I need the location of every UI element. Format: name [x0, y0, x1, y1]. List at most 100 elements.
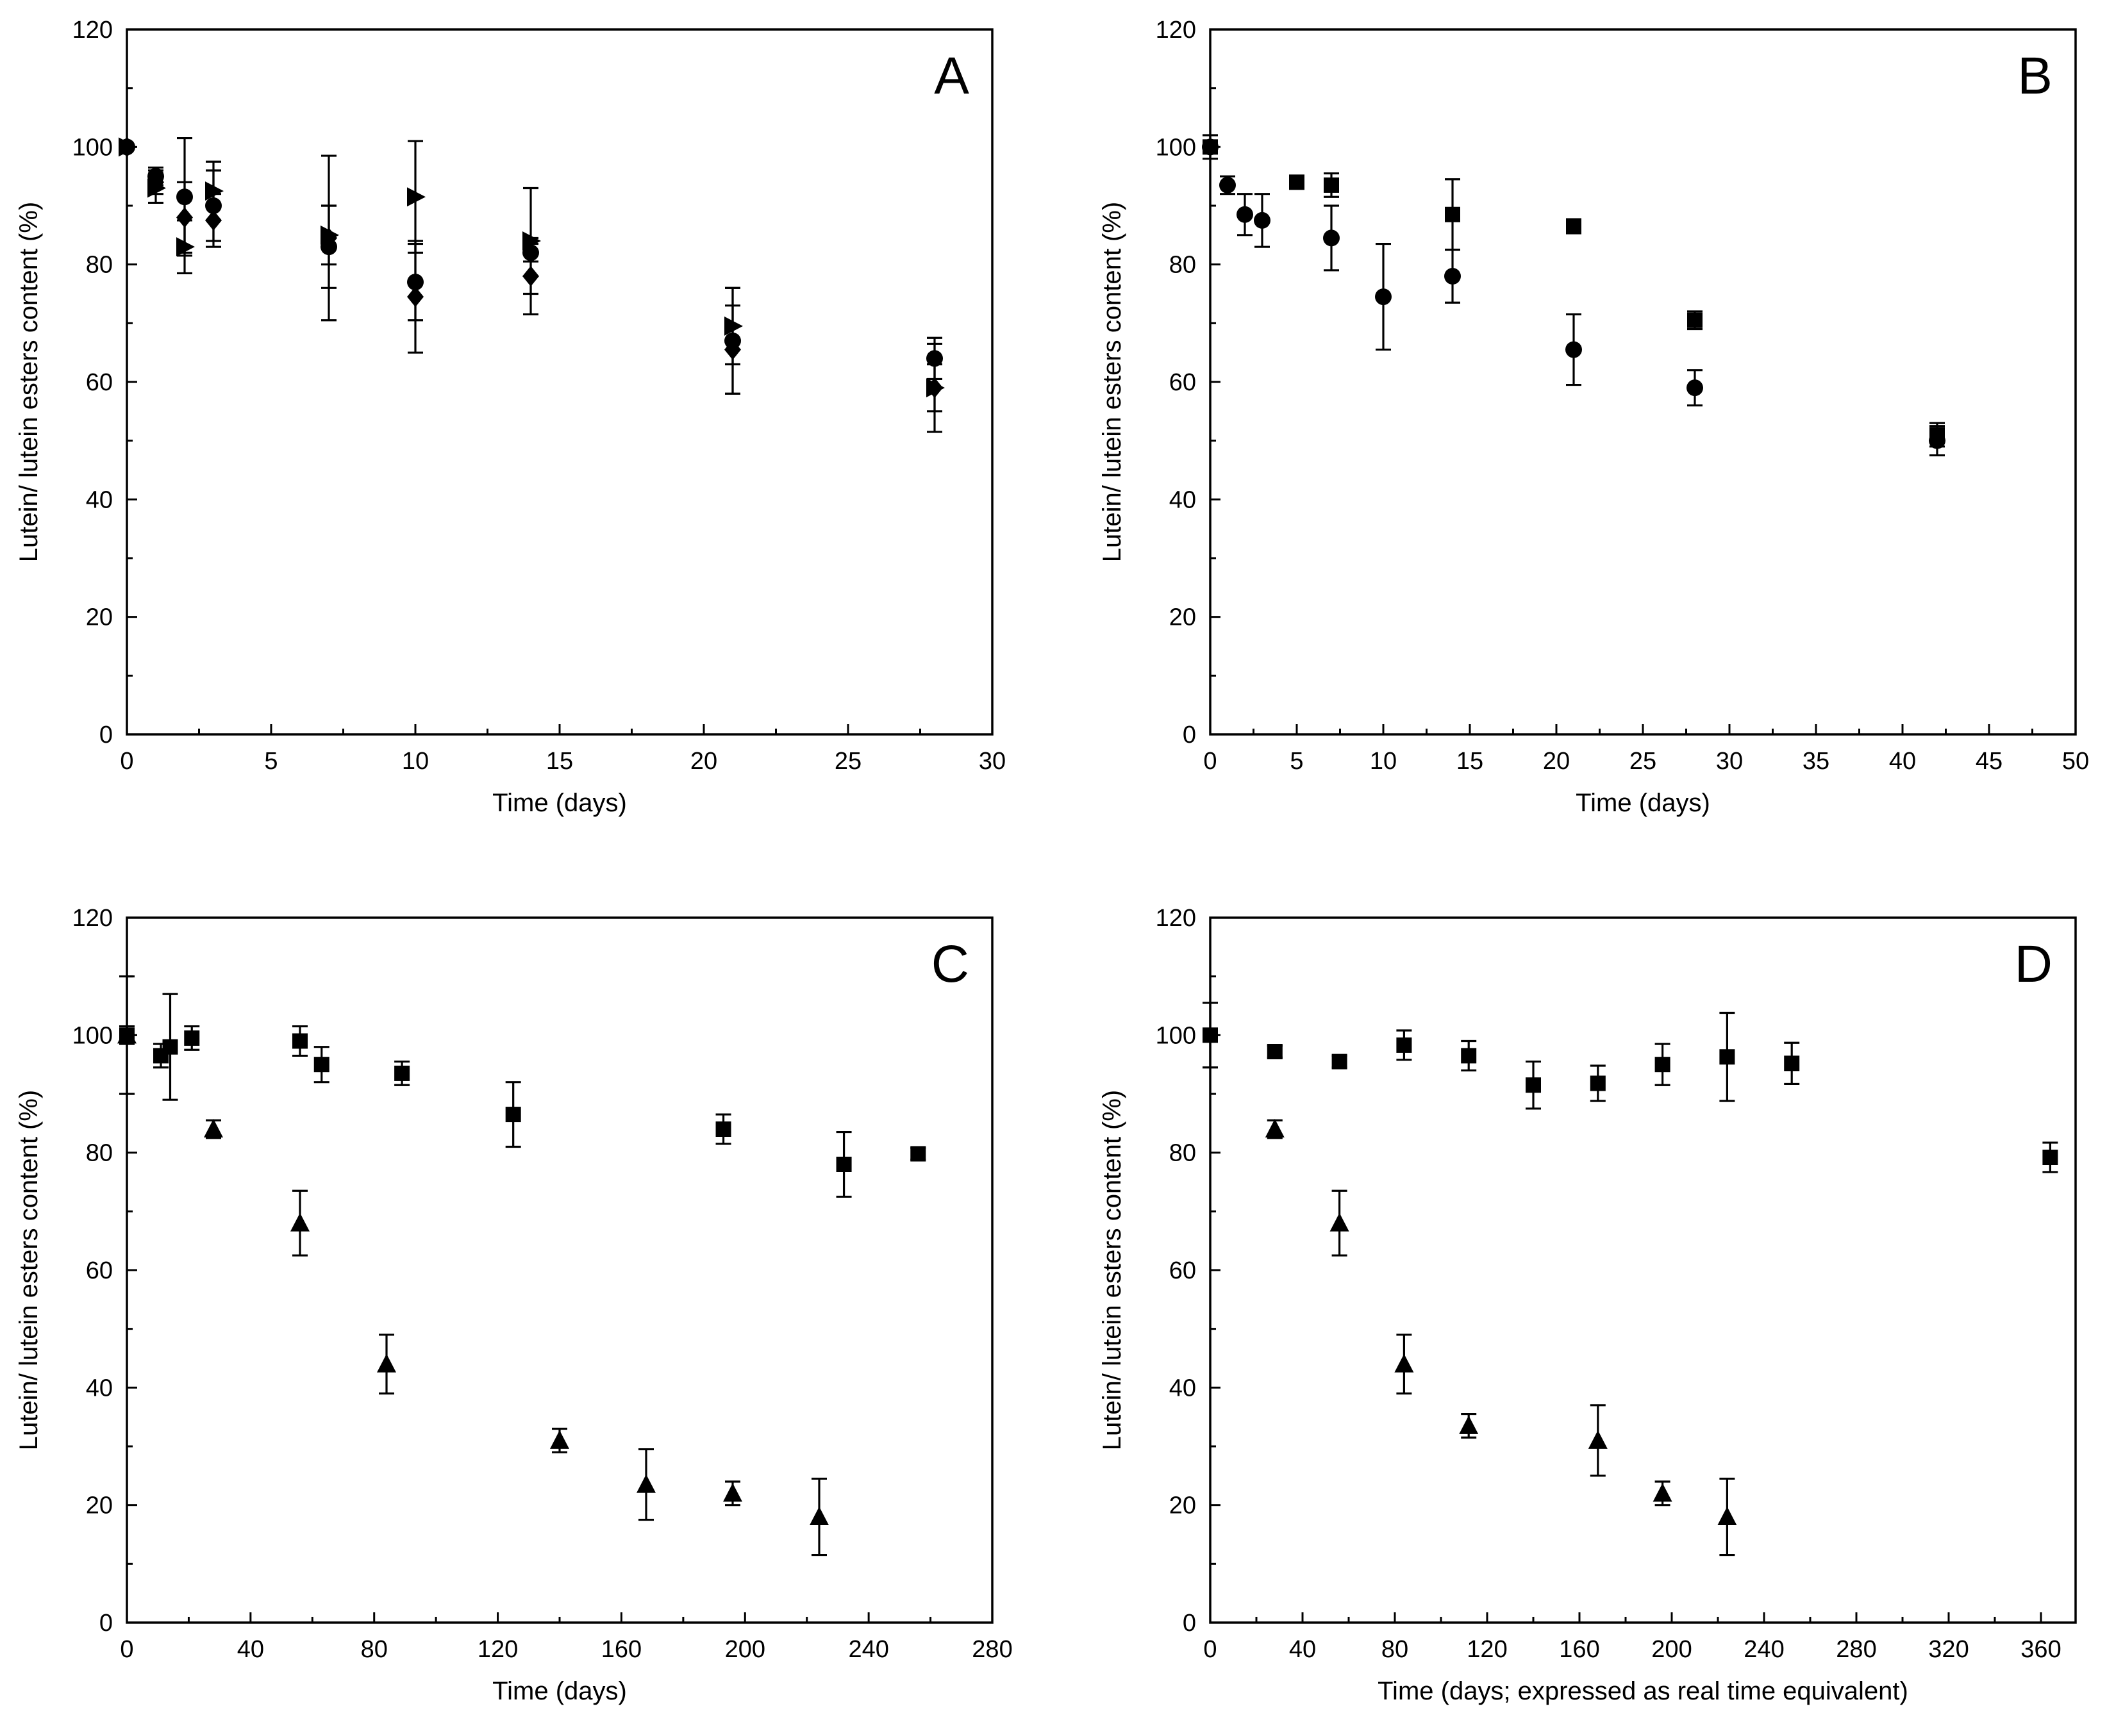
y-tick-label: 120: [1156, 17, 1196, 44]
data-point-square: [1396, 1037, 1412, 1053]
data-point-diamond: [724, 339, 741, 360]
x-tick-label: 160: [601, 1636, 642, 1663]
series-triangle: [117, 975, 829, 1557]
x-tick-label: 50: [2062, 748, 2089, 775]
data-point-right-triangle: [407, 187, 426, 207]
x-tick-label: 240: [848, 1636, 888, 1663]
data-point-square: [1324, 177, 1339, 193]
y-tick-label: 0: [99, 722, 113, 748]
x-tick-label: 120: [1467, 1636, 1507, 1663]
data-point-triangle: [723, 1483, 742, 1502]
data-point-circle: [1219, 176, 1236, 194]
panel-label: D: [2015, 935, 2053, 993]
x-tick-label: 280: [972, 1636, 1012, 1663]
series-triangle: [1265, 1119, 1737, 1557]
x-tick-label: 15: [546, 748, 573, 775]
x-tick-label: 25: [1629, 748, 1656, 775]
data-point-triangle: [550, 1430, 569, 1449]
y-axis-label: Lutein/ lutein esters content (%): [1098, 202, 1126, 563]
data-point-square: [1654, 1057, 1670, 1073]
data-point-triangle: [810, 1507, 829, 1525]
x-tick-label: 20: [1543, 748, 1570, 775]
panel-b: 0 5 10 15 20 25 30 35 40 45 50 0 20 40 60 80 100 120 B Ti…: [1098, 17, 2089, 817]
x-tick-label: 25: [835, 748, 862, 775]
data-point-diamond: [119, 136, 135, 158]
x-tick-label: 40: [237, 1636, 264, 1663]
data-point-square: [1784, 1055, 1800, 1071]
data-point-square: [292, 1033, 308, 1049]
data-point-triangle: [1588, 1430, 1608, 1449]
data-point-triangle: [377, 1353, 396, 1373]
marks-group: [117, 975, 926, 1557]
x-tick-label: 40: [1889, 748, 1916, 775]
panel-label: B: [2017, 47, 2053, 105]
x-axis-label: Time (days): [492, 789, 627, 817]
x-tick-label: 240: [1744, 1636, 1784, 1663]
x-tick-label: 30: [1716, 748, 1743, 775]
data-point-diamond: [176, 207, 193, 228]
tick-group: 0 40 80 120 160 200 240 280 320 360 0 20 40 60 80 100 12…: [1156, 905, 2061, 1663]
x-axis-label: Time (days): [1576, 789, 1710, 817]
y-tick-label: 40: [86, 1375, 113, 1401]
data-point-square: [1445, 206, 1460, 222]
y-tick-label: 20: [86, 1492, 113, 1519]
x-tick-label: 35: [1803, 748, 1829, 775]
y-tick-label: 120: [72, 905, 113, 932]
x-axis-label: Time (days): [492, 1677, 627, 1705]
x-tick-label: 20: [690, 748, 717, 775]
x-tick-label: 280: [1836, 1636, 1876, 1663]
data-point-square: [313, 1057, 329, 1073]
data-point-square: [1687, 312, 1703, 328]
y-tick-label: 100: [1156, 1022, 1196, 1049]
x-tick-label: 80: [1381, 1636, 1408, 1663]
data-point-diamond: [147, 172, 164, 193]
y-tick-label: 80: [86, 1140, 113, 1167]
y-tick-label: 40: [1169, 1375, 1196, 1401]
data-point-circle: [1444, 268, 1461, 285]
data-point-triangle: [1329, 1212, 1349, 1232]
series-square: [1203, 1002, 2058, 1173]
x-tick-label: 0: [120, 748, 133, 775]
data-point-right-triangle: [205, 181, 224, 201]
y-axis-label: Lutein/ lutein esters content (%): [15, 202, 43, 563]
data-point-circle: [1565, 341, 1582, 358]
data-point-diamond: [321, 227, 337, 249]
x-tick-label: 200: [1651, 1636, 1692, 1663]
x-tick-label: 5: [264, 748, 278, 775]
data-point-square: [184, 1030, 200, 1046]
x-tick-label: 0: [120, 1636, 133, 1663]
data-point-diamond: [407, 286, 424, 308]
y-axis-label: Lutein/ lutein esters content (%): [15, 1090, 43, 1451]
x-tick-label: 30: [979, 748, 1006, 775]
data-point-circle: [1686, 379, 1703, 397]
data-point-triangle: [1265, 1119, 1285, 1137]
y-tick-label: 60: [86, 369, 113, 396]
data-point-triangle: [204, 1119, 223, 1137]
data-point-triangle: [290, 1212, 310, 1232]
x-tick-label: 10: [1370, 748, 1397, 775]
marks-group: [119, 136, 945, 433]
panel-label: C: [931, 935, 969, 993]
y-tick-label: 0: [1183, 1610, 1196, 1637]
y-tick-label: 60: [86, 1257, 113, 1284]
y-tick-label: 120: [72, 17, 113, 44]
data-point-circle: [1375, 288, 1392, 306]
data-point-circle: [1202, 138, 1219, 156]
x-tick-label: 360: [2020, 1636, 2061, 1663]
data-point-square: [1203, 1027, 1218, 1043]
marks-group: [1202, 134, 1945, 457]
data-point-circle: [1929, 432, 1945, 449]
x-tick-label: 0: [1203, 748, 1217, 775]
y-tick-label: 80: [86, 252, 113, 279]
marks-group: [1203, 1002, 2058, 1557]
series-circle: [1202, 138, 1945, 457]
data-point-circle: [1237, 206, 1253, 223]
tick-group: 0 5 10 15 20 25 30 35 40 45 50 0 20 40 60 80 100 120: [1156, 17, 2090, 775]
data-point-square: [1526, 1077, 1541, 1093]
data-point-square: [715, 1121, 731, 1137]
data-point-triangle: [117, 1025, 137, 1044]
y-tick-label: 20: [1169, 1492, 1196, 1519]
x-tick-label: 40: [1289, 1636, 1316, 1663]
